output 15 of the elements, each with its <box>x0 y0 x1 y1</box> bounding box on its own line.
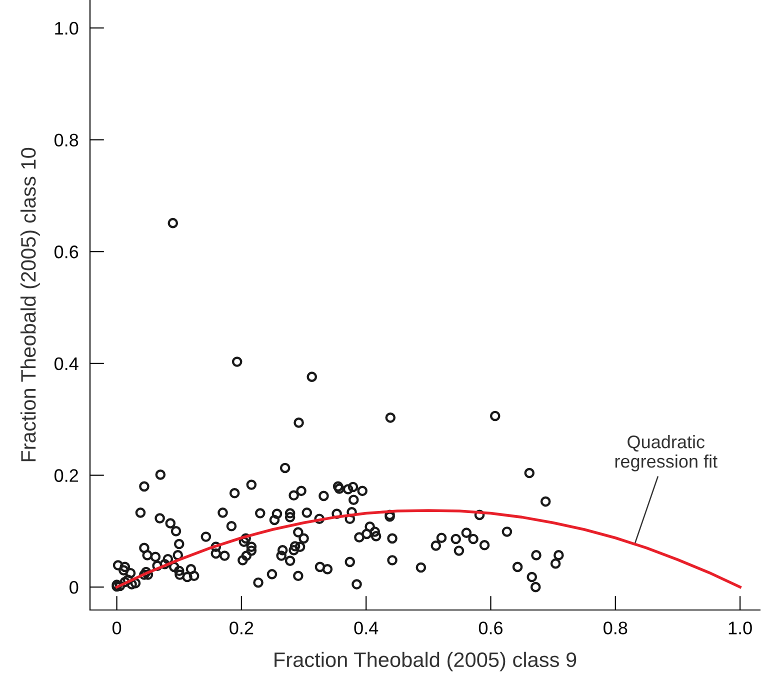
x-tick-label: 0 <box>112 622 122 634</box>
y-tick-label: 0 <box>70 581 78 594</box>
y-tick-label: 1.0 <box>55 22 78 35</box>
y-tick-label: 0.6 <box>54 246 78 258</box>
x-tick-label: 1.0 <box>728 622 752 634</box>
y-axis-title: Fraction Theobald (2005) class 10 <box>20 148 40 462</box>
annotation: Quadratic regression fit <box>615 435 718 472</box>
x-axis-title: Fraction Theobald (2005) class 9 <box>274 652 576 672</box>
y-tick-label: 0.2 <box>54 469 78 482</box>
x-tick-label: 0.6 <box>478 622 503 634</box>
y-tick-label: 0.4 <box>54 357 78 370</box>
y-tick-label: 0.8 <box>54 134 78 146</box>
x-tick-label: 0.8 <box>604 622 628 634</box>
x-tick-label: 0.4 <box>354 622 378 634</box>
x-tick-label: 0.2 <box>230 622 254 634</box>
